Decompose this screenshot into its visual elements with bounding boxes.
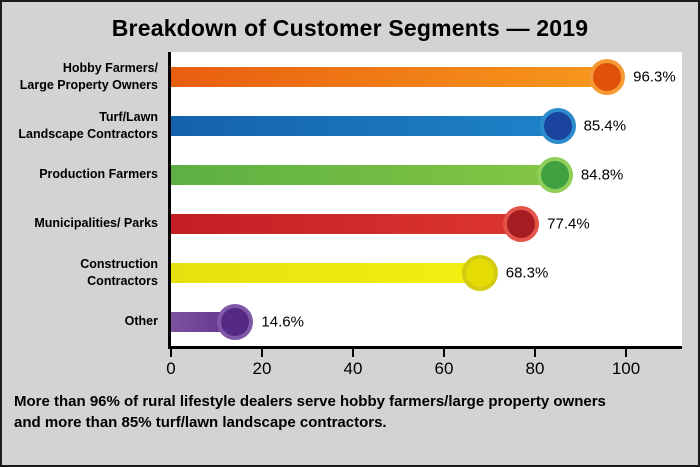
caption-line-1: More than 96% of rural lifestyle dealers… bbox=[14, 393, 606, 410]
value-label: 96.3% bbox=[633, 68, 676, 85]
bar-row: 68.3% bbox=[171, 248, 682, 297]
x-axis-tick-label: 40 bbox=[343, 359, 363, 378]
bar-end-dot[interactable] bbox=[539, 107, 576, 144]
chart-title: Breakdown of Customer Segments — 2019 bbox=[111, 15, 589, 41]
bar[interactable] bbox=[171, 66, 610, 87]
category-labels: Hobby Farmers/Large Property Owners Turf/… bbox=[10, 52, 168, 349]
x-axis-ticks: 0 20 40 60 80 100 bbox=[166, 349, 682, 385]
bar-end-dot[interactable] bbox=[503, 205, 540, 242]
bar-chart: Hobby Farmers/Large Property Owners Turf/… bbox=[10, 52, 682, 349]
value-label: 77.4% bbox=[547, 215, 590, 232]
value-label: 14.6% bbox=[261, 313, 304, 330]
bar-end-dot[interactable] bbox=[217, 303, 254, 340]
bar-row: 14.6% bbox=[171, 297, 682, 346]
x-axis-tick-label: 20 bbox=[252, 359, 272, 378]
x-axis-tick-label: 0 bbox=[166, 359, 176, 378]
x-axis: 0 20 40 60 80 100 bbox=[10, 349, 682, 385]
bar-row: 84.8% bbox=[171, 150, 682, 199]
x-axis-tick bbox=[625, 349, 627, 357]
category-label: Turf/Lawn Landscape Contractors bbox=[18, 110, 158, 141]
bar[interactable] bbox=[171, 164, 557, 185]
bar[interactable] bbox=[171, 262, 482, 283]
bar-row: 96.3% bbox=[171, 52, 682, 101]
category-label: Production Farmers bbox=[39, 167, 158, 182]
x-axis-tick-label: 80 bbox=[525, 359, 545, 378]
category-label: Hobby Farmers/Large Property Owners bbox=[19, 61, 158, 92]
chart-caption: More than 96% of rural lifestyle dealers… bbox=[14, 391, 686, 433]
bar[interactable] bbox=[171, 115, 560, 136]
x-axis-tick bbox=[443, 349, 445, 357]
x-axis-tick bbox=[352, 349, 354, 357]
value-label: 85.4% bbox=[583, 117, 627, 134]
category-label: Other bbox=[124, 314, 158, 329]
bar-end-dot[interactable] bbox=[589, 58, 626, 95]
category-label: Construction Contractors bbox=[80, 257, 158, 288]
x-axis-tick-label: 100 bbox=[611, 359, 641, 378]
bar-row: 85.4% bbox=[171, 101, 682, 150]
value-label: 84.8% bbox=[580, 166, 624, 183]
category-label: Municipalities/ Parks bbox=[34, 216, 158, 231]
bar[interactable] bbox=[171, 213, 524, 234]
bar-end-dot[interactable] bbox=[536, 156, 573, 193]
bar-end-dot[interactable] bbox=[461, 254, 498, 291]
x-axis-tick bbox=[261, 349, 263, 357]
caption-line-2: and more than 85% turf/lawn landscape co… bbox=[14, 414, 387, 431]
value-label: 68.3% bbox=[505, 264, 549, 281]
x-axis-tick bbox=[534, 349, 536, 357]
x-axis-tick bbox=[170, 349, 172, 357]
plot-area: 96.3% 85.4% 84.8% 77.4% 68.3% 14.6% bbox=[168, 52, 682, 349]
x-axis-tick-label: 60 bbox=[434, 359, 454, 378]
bar-row: 77.4% bbox=[171, 199, 682, 248]
